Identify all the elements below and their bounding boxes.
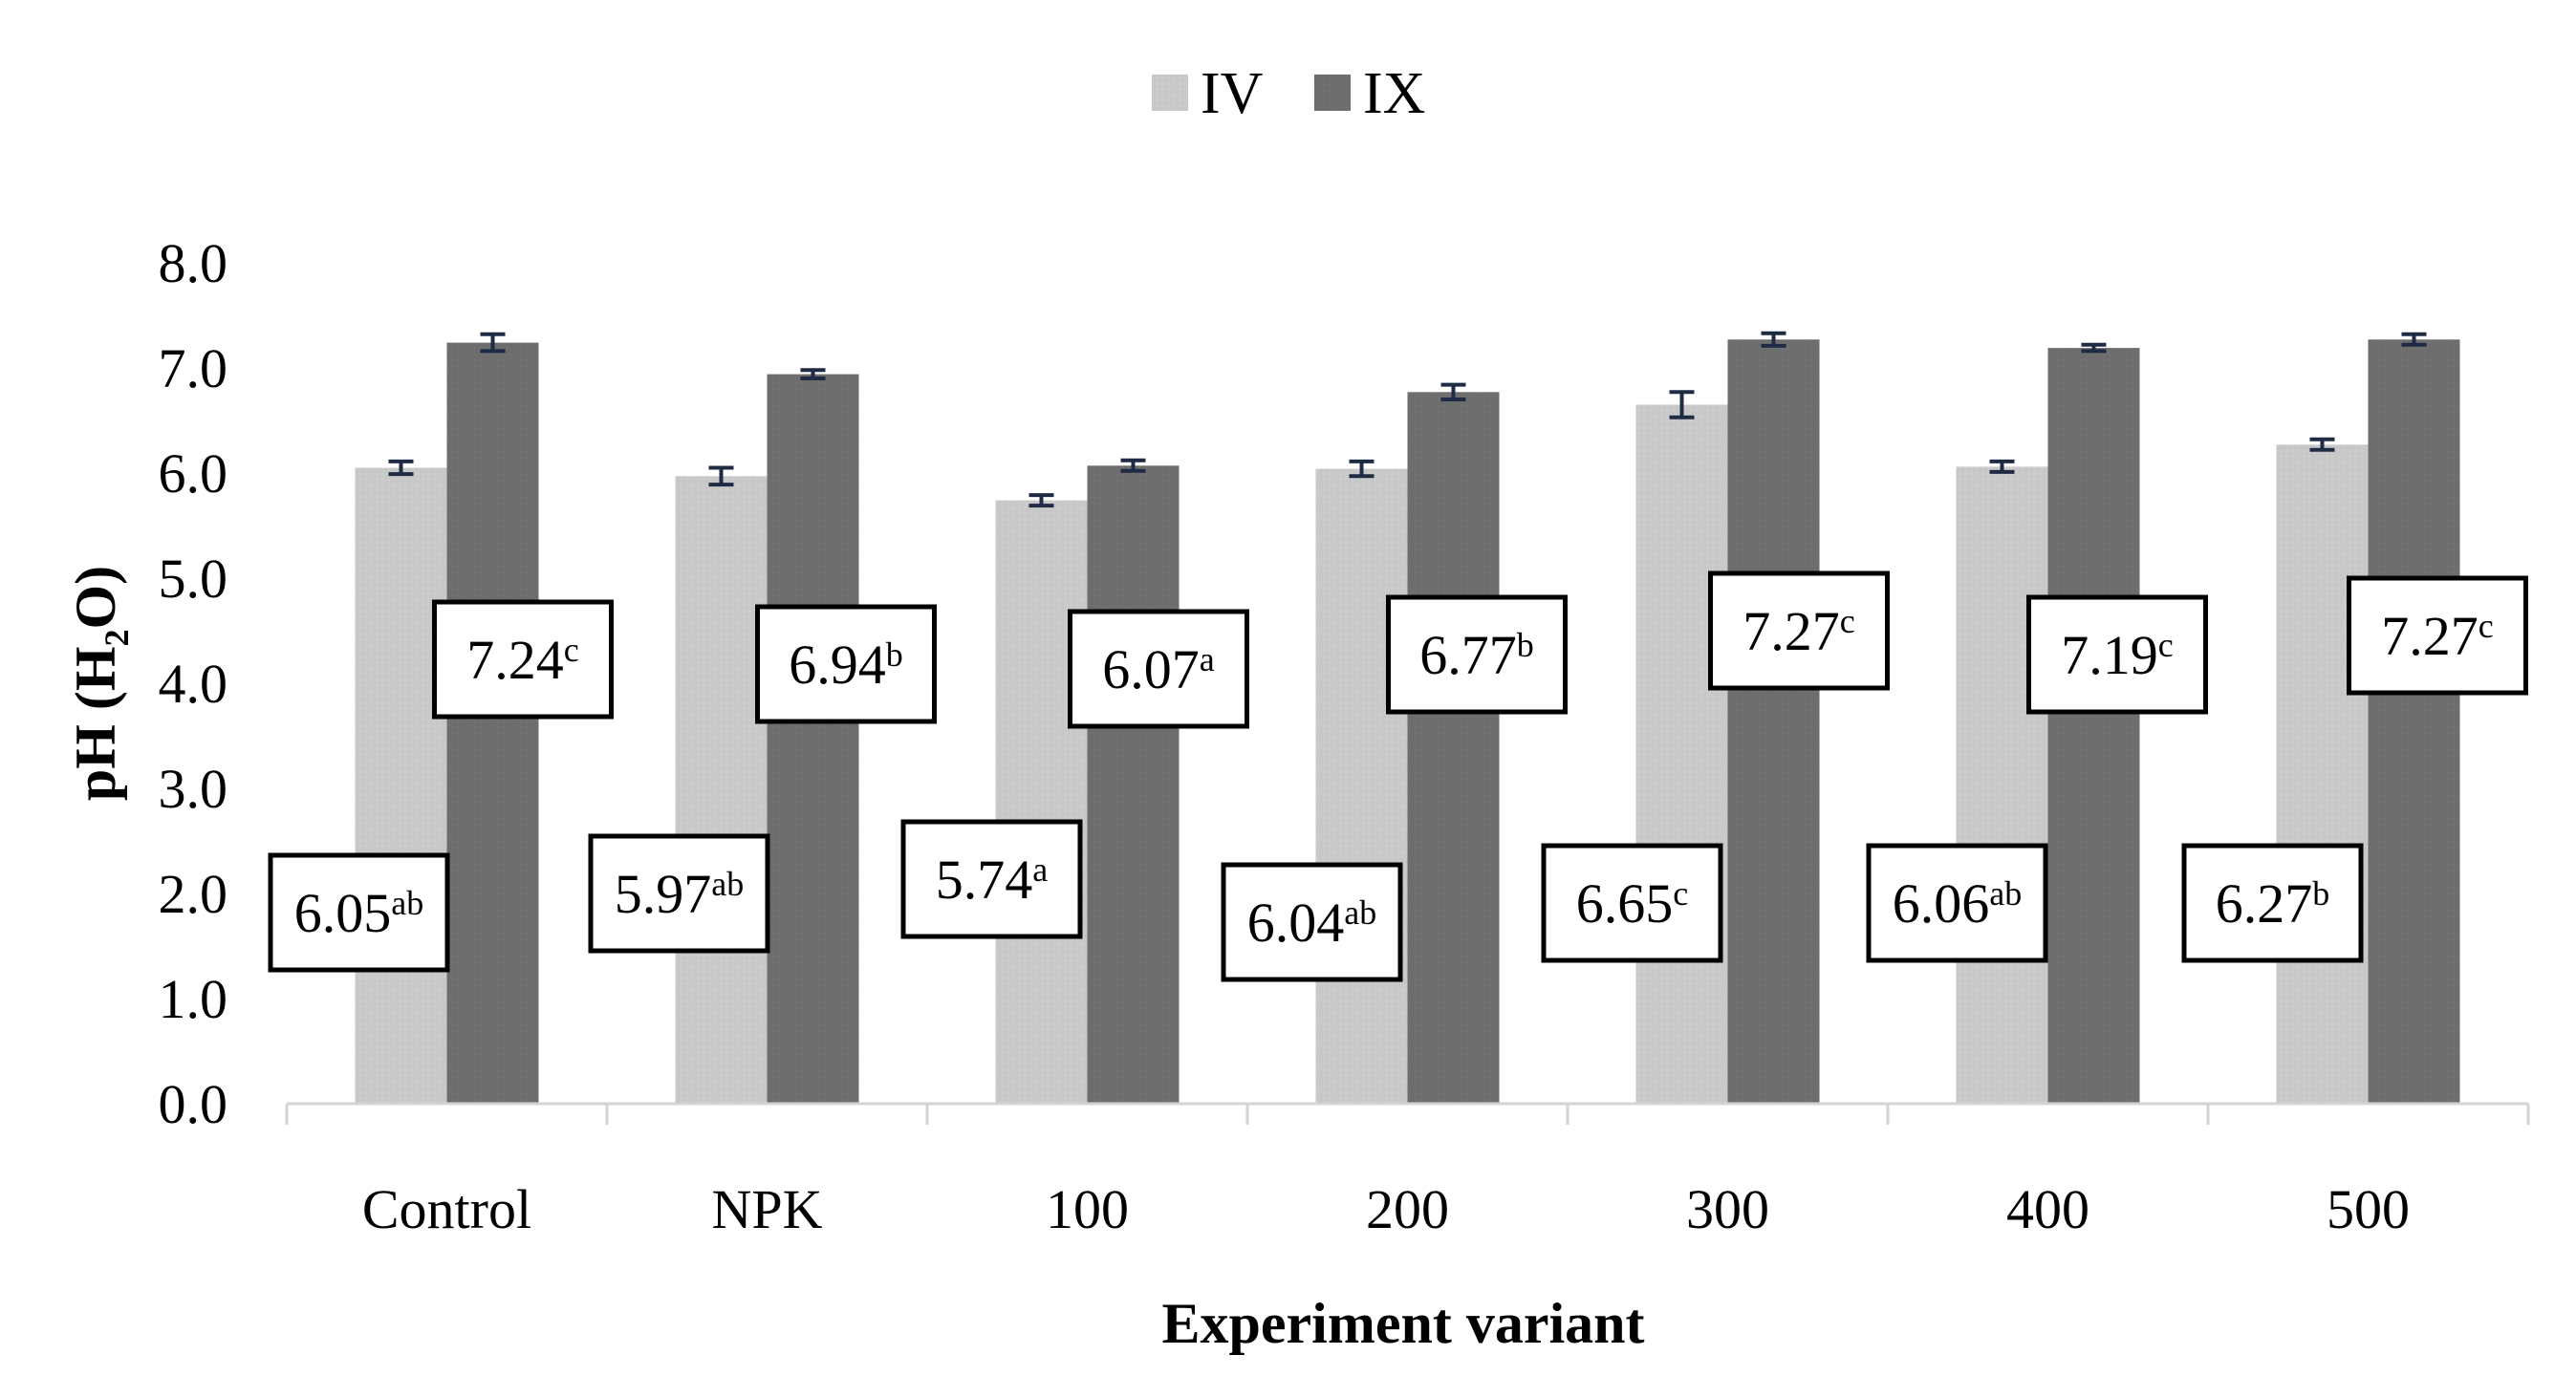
bar-iv-200 bbox=[1315, 468, 1408, 1105]
svg-text:6.05ab: 6.05ab bbox=[294, 882, 423, 944]
error-bar bbox=[1761, 331, 1786, 348]
x-axis-title: Experiment variant bbox=[1162, 1292, 1645, 1355]
error-bar bbox=[1120, 458, 1146, 473]
legend-swatch-iv bbox=[1152, 75, 1188, 111]
error-bar bbox=[480, 332, 506, 354]
x-category-label: 200 bbox=[1366, 1178, 1449, 1240]
error-bars bbox=[388, 331, 2427, 508]
y-tick-label: 0.0 bbox=[159, 1073, 228, 1135]
svg-text:6.06ab: 6.06ab bbox=[1893, 872, 2022, 935]
svg-text:6.77b: 6.77b bbox=[1419, 624, 1534, 686]
data-label-ix: 7.19c bbox=[2026, 594, 2208, 715]
error-bar bbox=[1349, 459, 1375, 479]
svg-text:6.04ab: 6.04ab bbox=[1247, 892, 1376, 954]
y-axis-ticks: 0.0 1.0 2.0 3.0 4.0 5.0 6.0 7.0 8.0 bbox=[159, 232, 228, 1135]
bar-ix-500 bbox=[2368, 339, 2460, 1104]
svg-text:7.24c: 7.24c bbox=[466, 629, 578, 691]
data-label-iv: 5.97ab bbox=[588, 833, 770, 954]
error-bar bbox=[388, 459, 414, 477]
x-category-label: NPK bbox=[711, 1178, 822, 1240]
legend: IV IX bbox=[1152, 61, 1425, 126]
x-category-label: 100 bbox=[1046, 1178, 1129, 1240]
data-label-iv: 6.65c bbox=[1541, 843, 1723, 963]
svg-text:6.27b: 6.27b bbox=[2216, 872, 2330, 935]
svg-text:7.27c: 7.27c bbox=[2381, 605, 2493, 667]
y-tick-label: 3.0 bbox=[159, 758, 228, 820]
y-tick-label: 1.0 bbox=[159, 968, 228, 1030]
error-bar bbox=[2081, 342, 2107, 354]
error-bar bbox=[708, 465, 734, 487]
data-label-ix: 7.27c bbox=[1708, 570, 1890, 691]
x-category-label: 300 bbox=[1686, 1178, 1769, 1240]
bar-ix-100 bbox=[1087, 465, 1180, 1104]
svg-text:6.65c: 6.65c bbox=[1576, 872, 1688, 935]
bar-iv-control bbox=[355, 467, 447, 1104]
x-axis: Control NPK 100 200 300 400 500 bbox=[285, 1102, 2530, 1240]
svg-text:5.97ab: 5.97ab bbox=[615, 863, 744, 925]
error-bar bbox=[1028, 493, 1054, 508]
legend-label-ix: IX bbox=[1363, 61, 1425, 126]
bar-ix-200 bbox=[1407, 392, 1500, 1104]
error-bar bbox=[800, 368, 826, 380]
bar-ix-npk bbox=[767, 374, 859, 1105]
y-tick-label: 4.0 bbox=[159, 653, 228, 715]
data-label-iv: 6.05ab bbox=[268, 852, 450, 973]
y-tick-label: 6.0 bbox=[159, 442, 228, 505]
y-tick-label: 5.0 bbox=[159, 548, 228, 610]
bar-ix-400 bbox=[2047, 348, 2140, 1105]
error-bar bbox=[1440, 382, 1466, 401]
svg-text:7.19c: 7.19c bbox=[2061, 624, 2173, 686]
data-label-ix: 6.07a bbox=[1068, 609, 1249, 729]
data-label-iv: 6.04ab bbox=[1221, 862, 1403, 982]
data-label-ix: 7.27c bbox=[2347, 575, 2528, 696]
bar-ix-300 bbox=[1727, 339, 1820, 1104]
x-category-label: 500 bbox=[2327, 1178, 2410, 1240]
error-bar bbox=[2401, 332, 2427, 347]
x-category-label: Control bbox=[362, 1178, 531, 1240]
y-tick-label: 8.0 bbox=[159, 232, 228, 294]
data-labels: 6.05ab 5.97ab 5.74a 6.04ab 6.65c 6.06ab 6.27b 7… bbox=[268, 570, 2528, 982]
data-label-iv: 6.27b bbox=[2181, 843, 2364, 963]
x-category-label: 400 bbox=[2006, 1178, 2089, 1240]
data-label-iv: 6.06ab bbox=[1866, 843, 2048, 963]
data-label-ix: 7.24c bbox=[432, 599, 614, 720]
bar-iv-npk bbox=[675, 476, 768, 1104]
svg-text:7.27c: 7.27c bbox=[1743, 600, 1854, 662]
svg-text:6.07a: 6.07a bbox=[1102, 638, 1215, 700]
bar-iv-300 bbox=[1635, 404, 1728, 1104]
error-bar bbox=[1669, 390, 1695, 419]
bar-iv-100 bbox=[995, 500, 1088, 1104]
bar-ix-control bbox=[446, 342, 539, 1105]
legend-label-iv: IV bbox=[1201, 61, 1264, 126]
svg-text:6.94b: 6.94b bbox=[789, 634, 903, 696]
svg-text:5.74a: 5.74a bbox=[936, 849, 1049, 911]
bars bbox=[355, 339, 2460, 1105]
y-tick-label: 2.0 bbox=[159, 863, 228, 925]
y-tick-label: 7.0 bbox=[159, 337, 228, 399]
data-label-ix: 6.77b bbox=[1386, 594, 1568, 715]
bar-iv-500 bbox=[2276, 444, 2369, 1104]
error-bar bbox=[1989, 459, 2015, 474]
data-label-iv: 5.74a bbox=[900, 819, 1083, 939]
error-bar bbox=[2309, 437, 2335, 452]
data-label-ix: 6.94b bbox=[755, 604, 937, 724]
legend-swatch-ix bbox=[1314, 75, 1351, 111]
bar-iv-400 bbox=[1956, 466, 2048, 1104]
y-axis-title: pH (H2O) bbox=[64, 566, 136, 801]
